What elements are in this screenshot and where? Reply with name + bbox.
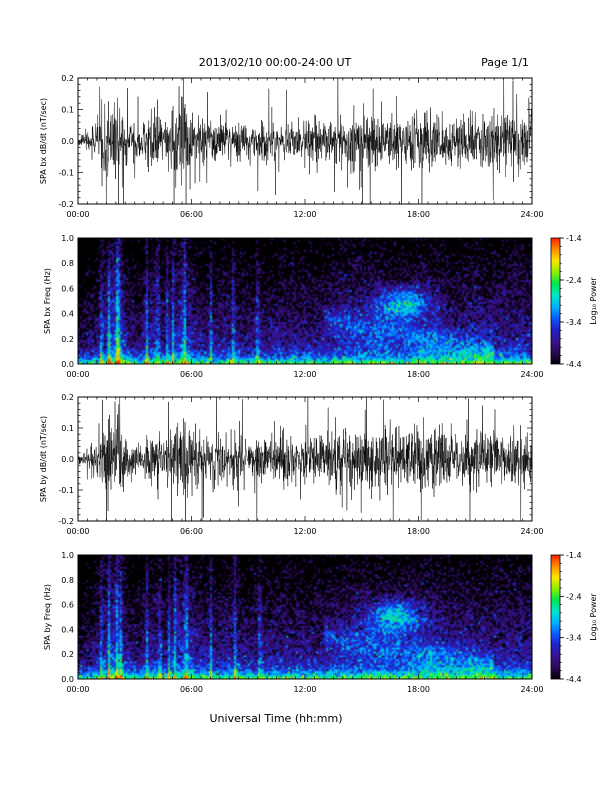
panel-by-dbdt-ticks: 00:00 06:00 12:00 18:00 24:00 -0.2 -0.1 0.0 0.1 0…	[58, 393, 543, 536]
colorbar-bx-tick-label: -3.4	[566, 318, 582, 327]
figure-title: 2013/02/10 00:00-24:00 UT	[199, 56, 352, 69]
colorbar-by-scale	[550, 554, 561, 680]
colorbar-bx-ticks: -1.4 -2.4 -3.4 -4.4	[560, 234, 582, 369]
colorbar-by-tick-label: -2.4	[566, 592, 582, 601]
colorbar-by-tick-label: -3.4	[566, 634, 582, 643]
panel-bx-dbdt-xtick-label: 18:00	[407, 210, 430, 219]
panel-bx-dbdt-ytick-label: 0.0	[61, 137, 74, 146]
panel-by-spectrogram-xtick-label: 18:00	[407, 685, 430, 694]
colorbar-by-ticks: -1.4 -2.4 -3.4 -4.4	[560, 551, 582, 684]
panel-bx-spectrogram: 00:00 06:00 12:00 18:00 24:00 0.0 0.2 0.4 0.6 0.8…	[43, 234, 598, 379]
panel-bx-dbdt-ytick-label: 0.2	[61, 74, 74, 83]
panel-by-spectrogram-ytick-label: 0.8	[61, 576, 74, 585]
panel-by-dbdt: 00:00 06:00 12:00 18:00 24:00 -0.2 -0.1 0.0 0.1 0…	[39, 393, 544, 536]
panel-bx-dbdt-xtick-label: 12:00	[293, 210, 316, 219]
colorbar-bx: -1.4 -2.4 -3.4 -4.4 Log₁₀ Power	[550, 234, 598, 369]
colorbar-bx-label: Log₁₀ Power	[589, 277, 598, 325]
panel-by-spectrogram-ylabel: SPA by Freq (Hz)	[43, 584, 52, 650]
panel-by-dbdt-xtick-label: 18:00	[407, 527, 430, 536]
panel-bx-spectrogram-xtick-label: 06:00	[180, 370, 203, 379]
panel-bx-dbdt-xtick-label: 00:00	[66, 210, 89, 219]
panel-bx-spectrogram-ticks: 00:00 06:00 12:00 18:00 24:00 0.0 0.2 0.4 0.6 0.8…	[61, 234, 543, 379]
panel-bx-spectrogram-ytick-label: 0.4	[61, 310, 74, 319]
panel-by-spectrogram-xtick-label: 06:00	[180, 685, 203, 694]
panel-bx-dbdt-ylabel: SPA bx dB/dt (nT/sec)	[39, 98, 48, 184]
panel-by-spectrogram-xtick-label: 24:00	[520, 685, 543, 694]
panel-bx-spectrogram-xtick-label: 24:00	[520, 370, 543, 379]
panel-by-dbdt-trace	[78, 397, 532, 521]
colorbar-bx-tick-label: -1.4	[566, 234, 582, 243]
panel-bx-spectrogram-ytick-label: 0.0	[61, 360, 74, 369]
colorbar-by-label: Log₁₀ Power	[589, 593, 598, 641]
panel-bx-dbdt-trace	[78, 78, 532, 204]
panel-by-spectrogram-xtick-label: 12:00	[293, 685, 316, 694]
panel-bx-dbdt-ticks: 00:00 06:00 12:00 18:00 24:00 -0.2 -0.1 0.0 0.1 0…	[58, 74, 543, 219]
panel-by-dbdt-xtick-label: 12:00	[293, 527, 316, 536]
colorbar-by: -1.4 -2.4 -3.4 -4.4 Log₁₀ Power	[550, 551, 598, 684]
panel-by-dbdt-xtick-label: 00:00	[66, 527, 89, 536]
panel-by-spectrogram-ytick-label: 0.6	[61, 601, 74, 610]
panel-by-dbdt-xtick-label: 24:00	[520, 527, 543, 536]
panel-by-dbdt-ytick-label: 0.1	[61, 424, 74, 433]
colorbar-by-tick-label: -4.4	[566, 675, 582, 684]
panel-by-spectrogram-xtick-label: 00:00	[66, 685, 89, 694]
panel-bx-spectrogram-ytick-label: 0.8	[61, 259, 74, 268]
panel-bx-spectrogram-ytick-label: 0.2	[61, 335, 74, 344]
panel-by-spectrogram-ytick-label: 0.0	[61, 675, 74, 684]
panel-bx-dbdt-ytick-label: -0.1	[58, 169, 74, 178]
panel-by-spectrogram: 00:00 06:00 12:00 18:00 24:00 0.0 0.2 0.4 0.6 0.8…	[43, 551, 598, 694]
panel-bx-dbdt-ytick-label: 0.1	[61, 106, 74, 115]
panel-by-spectrogram-ticks: 00:00 06:00 12:00 18:00 24:00 0.0 0.2 0.4 0.6 0.8…	[61, 551, 543, 694]
panel-by-dbdt-xtick-label: 06:00	[180, 527, 203, 536]
colorbar-bx-scale	[550, 237, 561, 365]
panel-by-spectrogram-ytick-label: 1.0	[61, 551, 74, 560]
panel-by-dbdt-ylabel: SPA by dB/dt (nT/sec)	[39, 416, 48, 502]
panel-bx-spectrogram-xtick-label: 00:00	[66, 370, 89, 379]
panel-bx-dbdt-xtick-label: 24:00	[520, 210, 543, 219]
panel-by-dbdt-series-line	[78, 397, 532, 521]
panel-by-dbdt-ytick-label: -0.1	[58, 486, 74, 495]
panel-bx-dbdt: 00:00 06:00 12:00 18:00 24:00 -0.2 -0.1 0.0 0.1 0…	[39, 74, 544, 219]
panel-by-spectrogram-image	[78, 555, 532, 679]
panel-by-dbdt-ytick-label: 0.2	[61, 393, 74, 402]
page-indicator: Page 1/1	[481, 56, 529, 69]
panel-by-dbdt-ytick-label: -0.2	[58, 517, 74, 526]
panel-bx-spectrogram-ytick-label: 0.6	[61, 284, 74, 293]
panel-bx-spectrogram-image	[78, 238, 532, 364]
panel-bx-spectrogram-xtick-label: 18:00	[407, 370, 430, 379]
colorbar-bx-tick-label: -2.4	[566, 276, 582, 285]
panel-bx-spectrogram-xtick-label: 12:00	[293, 370, 316, 379]
panel-bx-spectrogram-ytick-label: 1.0	[61, 234, 74, 243]
x-axis-label: Universal Time (hh:mm)	[210, 712, 343, 725]
panel-bx-spectrogram-ylabel: SPA bx Freq (Hz)	[43, 268, 52, 334]
panel-by-spectrogram-ytick-label: 0.2	[61, 650, 74, 659]
colorbar-by-tick-label: -1.4	[566, 551, 582, 560]
panel-bx-dbdt-series-line	[78, 78, 532, 204]
panel-bx-dbdt-ytick-label: -0.2	[58, 200, 74, 209]
panel-by-dbdt-ytick-label: 0.0	[61, 455, 74, 464]
panel-by-spectrogram-ytick-label: 0.4	[61, 625, 74, 634]
colorbar-bx-tick-label: -4.4	[566, 360, 582, 369]
panel-bx-dbdt-xtick-label: 06:00	[180, 210, 203, 219]
